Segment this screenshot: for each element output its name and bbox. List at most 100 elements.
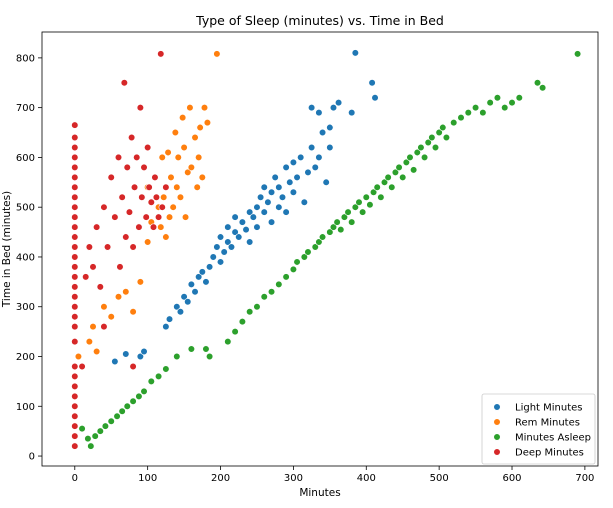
data-point — [151, 173, 159, 181]
data-point — [471, 104, 480, 112]
data-point — [123, 402, 131, 410]
data-point — [184, 298, 192, 306]
data-point — [329, 104, 338, 112]
data-point — [71, 121, 79, 129]
data-point — [318, 233, 327, 241]
data-point — [116, 263, 124, 271]
data-point — [311, 243, 319, 251]
data-point — [71, 203, 79, 211]
x-tick-label: 500 — [430, 473, 449, 484]
legend-label: Deep Minutes — [515, 448, 584, 459]
data-point — [91, 432, 99, 440]
data-point — [118, 407, 126, 415]
data-point — [130, 183, 139, 191]
data-point — [114, 293, 123, 301]
data-point — [152, 193, 161, 201]
data-point — [136, 104, 144, 112]
data-point — [384, 173, 392, 181]
data-point — [216, 233, 225, 241]
data-point — [308, 104, 316, 112]
data-point — [362, 193, 370, 201]
data-point — [120, 79, 128, 87]
data-point — [399, 173, 407, 181]
data-point — [111, 357, 119, 366]
data-point — [289, 158, 298, 166]
data-point — [122, 233, 130, 241]
data-point — [180, 293, 188, 301]
data-point — [369, 188, 378, 196]
x-tick-label: 700 — [575, 473, 594, 484]
x-tick-label: 200 — [211, 473, 230, 484]
data-point — [162, 233, 170, 241]
data-point — [235, 233, 243, 241]
data-point — [377, 193, 385, 201]
x-tick-label: 600 — [502, 473, 521, 484]
data-point — [100, 203, 108, 211]
data-point — [348, 218, 356, 226]
y-tick-label: 800 — [16, 53, 35, 64]
series-2 — [78, 50, 582, 450]
data-point — [71, 213, 79, 221]
data-point — [135, 392, 143, 400]
data-point — [539, 84, 547, 92]
data-point — [138, 193, 146, 201]
data-point — [406, 153, 414, 162]
series-3 — [71, 50, 170, 450]
data-point — [165, 213, 174, 221]
data-point — [176, 193, 185, 201]
data-point — [267, 288, 276, 296]
data-point — [348, 109, 356, 117]
legend-marker — [493, 418, 501, 426]
data-point — [176, 308, 185, 316]
y-tick-label: 700 — [16, 103, 35, 114]
data-point — [439, 123, 447, 132]
data-point — [508, 99, 516, 107]
data-point — [100, 323, 108, 331]
data-point — [89, 323, 97, 331]
data-point — [154, 372, 163, 381]
data-point — [195, 153, 203, 162]
data-point — [184, 168, 192, 176]
points-layer — [71, 49, 582, 450]
data-point — [154, 213, 163, 221]
data-point — [257, 193, 265, 201]
data-point — [74, 352, 83, 361]
data-point — [486, 99, 494, 107]
data-point — [179, 114, 187, 122]
data-point — [286, 178, 294, 186]
data-point — [180, 143, 188, 152]
data-point — [249, 213, 257, 221]
data-point — [300, 198, 308, 206]
data-point — [107, 313, 115, 321]
y-axis-label: Time in Bed (minutes) — [1, 191, 13, 308]
legend-box — [481, 393, 596, 465]
data-point — [200, 104, 209, 112]
data-point — [351, 203, 359, 211]
data-point — [71, 273, 79, 281]
data-point — [293, 173, 301, 181]
data-point — [164, 148, 172, 157]
data-point — [87, 442, 95, 450]
data-point — [187, 280, 195, 288]
data-point — [293, 258, 301, 266]
data-point — [413, 148, 421, 157]
data-point — [71, 253, 79, 261]
data-point — [359, 208, 367, 216]
data-point — [435, 128, 443, 137]
data-point — [253, 303, 261, 311]
data-point — [573, 50, 582, 58]
x-axis-ticks: 0 100 200 300 400 500 600 700 — [72, 466, 594, 484]
data-point — [107, 173, 115, 181]
data-point — [157, 223, 165, 231]
data-point — [344, 208, 352, 216]
data-point — [71, 143, 79, 152]
data-point — [213, 50, 221, 58]
data-point — [71, 323, 79, 331]
data-point — [171, 128, 179, 137]
data-point — [209, 253, 217, 261]
data-point — [289, 188, 298, 196]
data-point — [271, 173, 279, 181]
data-point — [479, 109, 487, 117]
data-point — [304, 168, 312, 176]
data-point — [114, 153, 123, 162]
